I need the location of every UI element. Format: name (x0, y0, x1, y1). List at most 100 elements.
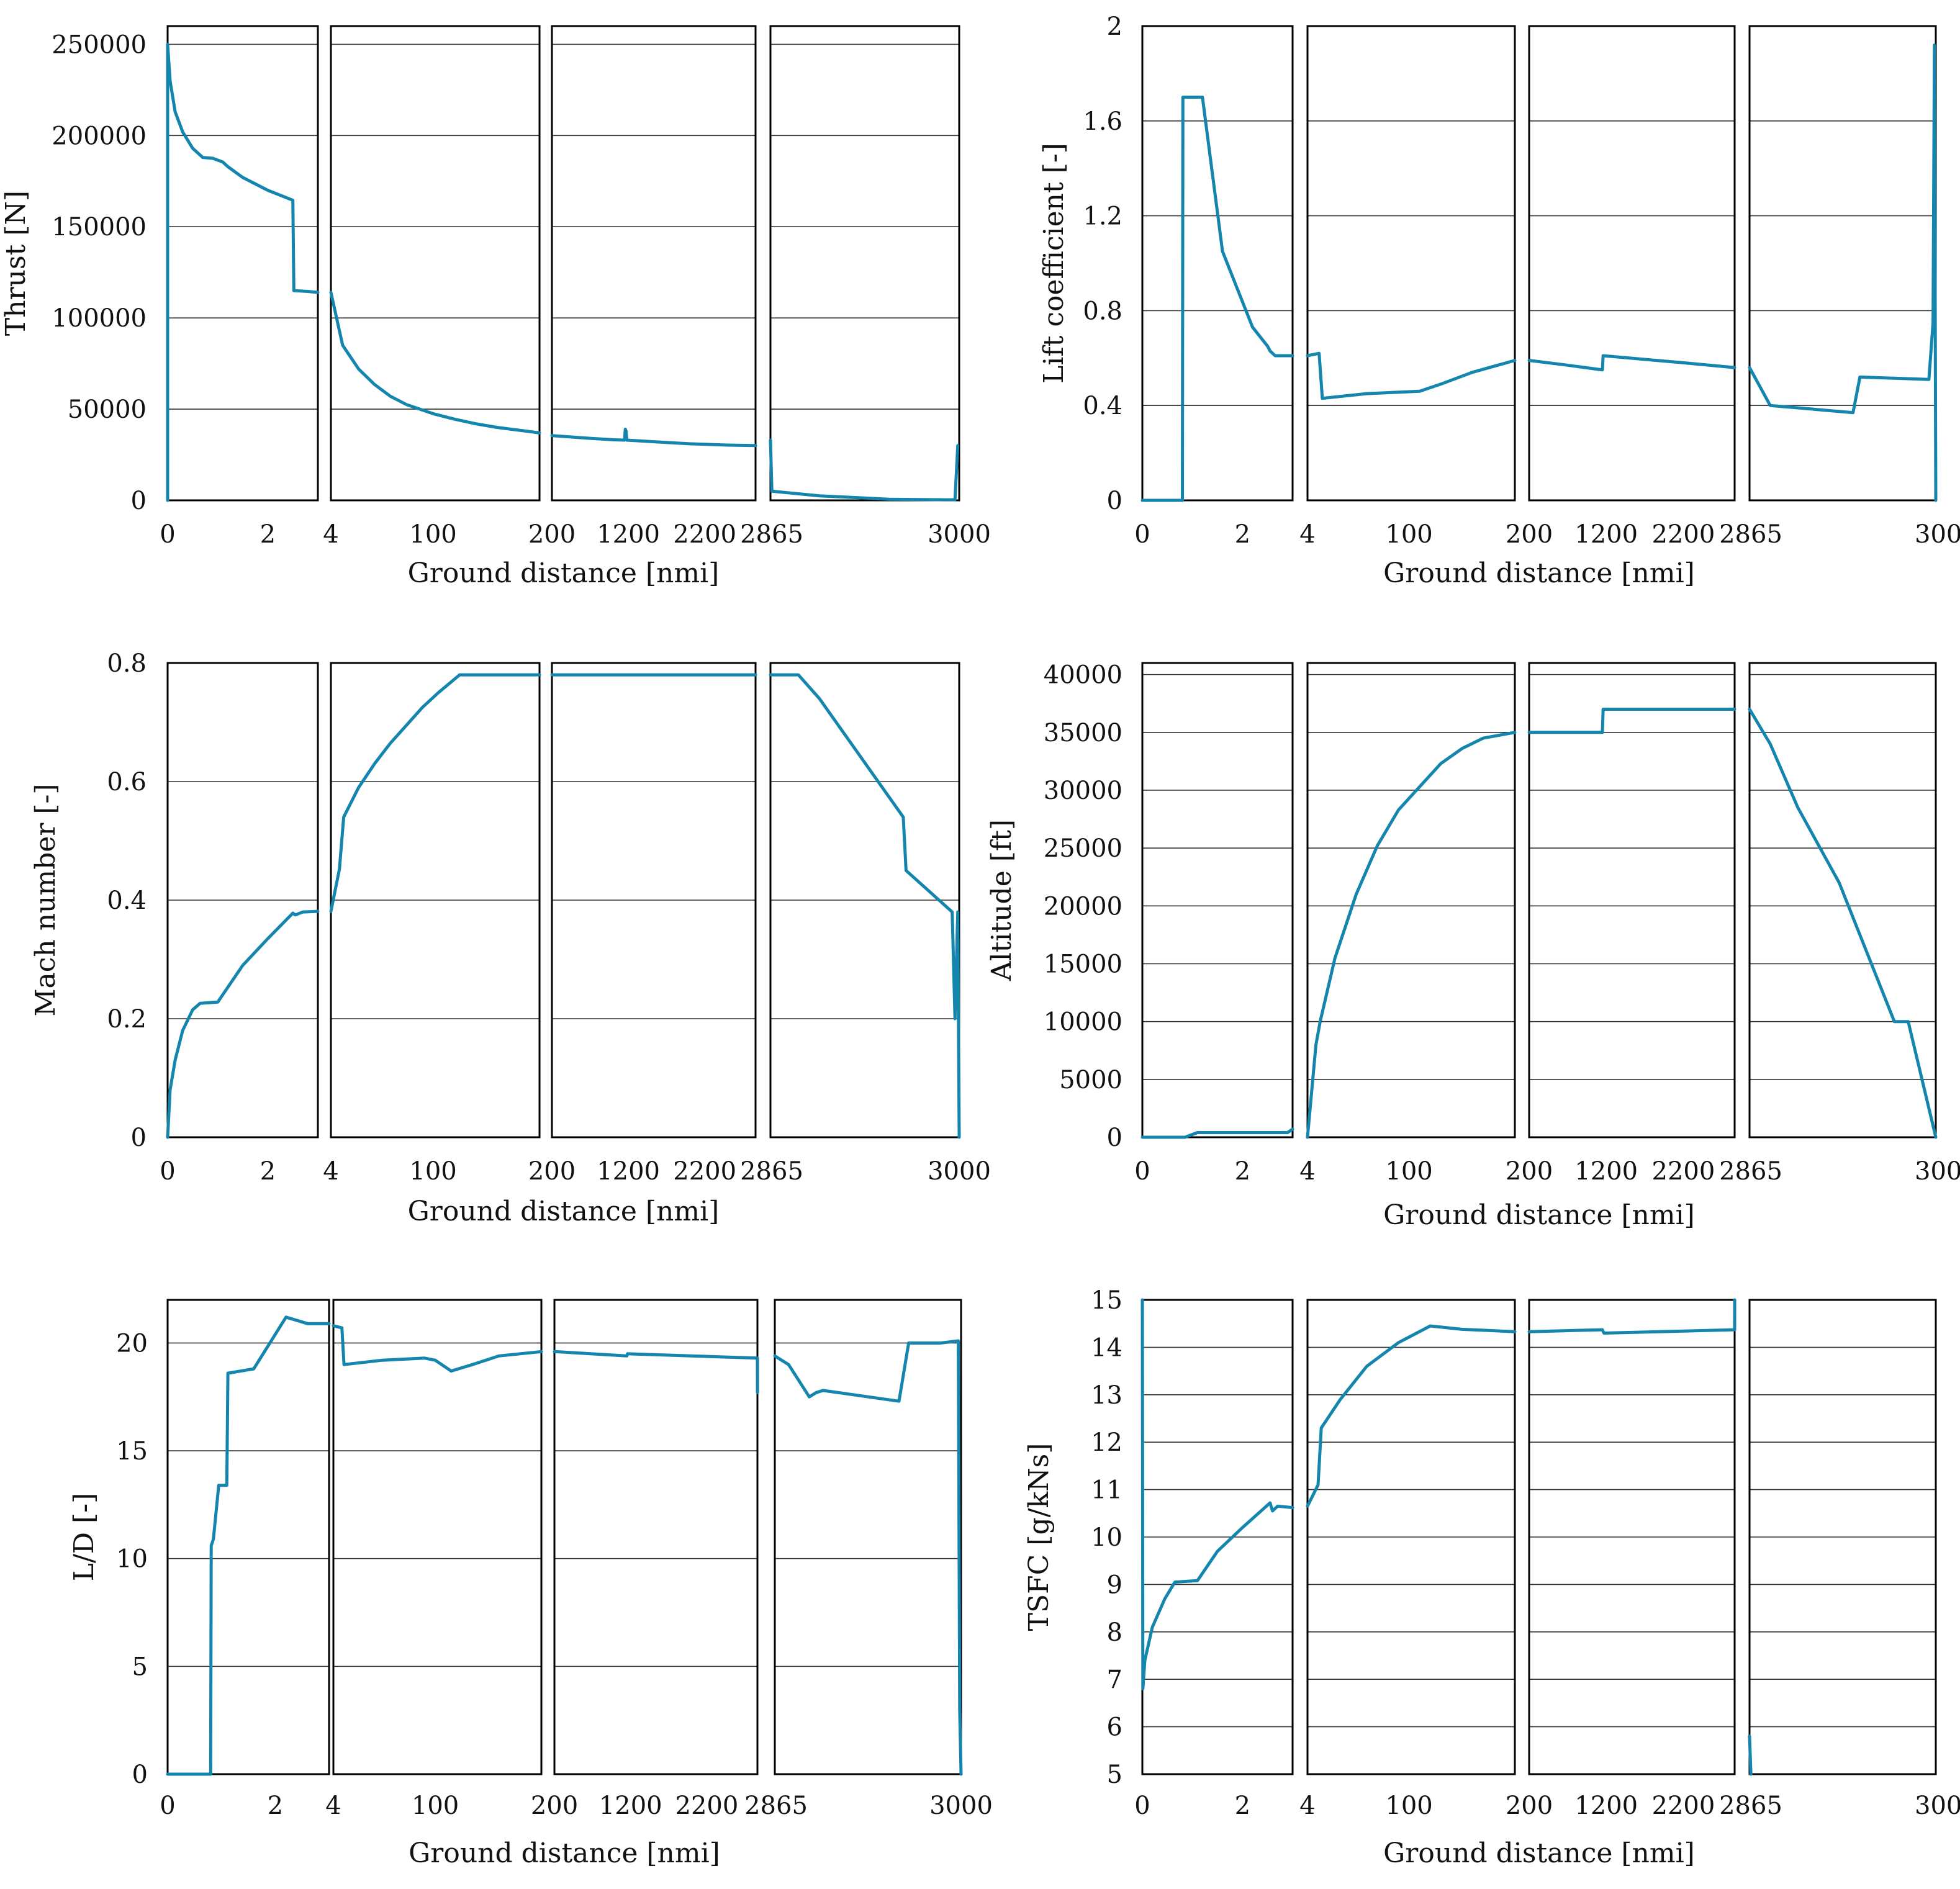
y-tick-label: 50000 (68, 395, 147, 424)
panel-frame (166, 25, 319, 502)
x-tick-label: 200 (1506, 1792, 1553, 1820)
series-line-segment-1 (1306, 731, 1517, 1139)
x-tick-label: 1200 (1574, 520, 1638, 549)
x-tick-label: 2865 (1719, 1792, 1782, 1820)
x-tick-label: 200 (531, 1792, 578, 1820)
panel-frame (332, 1299, 543, 1775)
x-tick-label: 2 (1235, 520, 1250, 549)
y-axis-label: Altitude [ft] (986, 819, 1018, 981)
panel-frame (330, 662, 541, 1138)
x-tick-label: 2 (260, 520, 276, 549)
panel-frame (1528, 662, 1736, 1138)
y-tick-label: 0.8 (107, 649, 147, 678)
series-line-segment-2 (553, 1350, 759, 1394)
y-tick-label: 15 (1091, 1286, 1122, 1315)
y-tick-label: 13 (1091, 1381, 1122, 1410)
series-line-segment-3 (1748, 43, 1938, 502)
x-tick-label: 0 (1134, 520, 1150, 549)
x-tick-label: 200 (1506, 520, 1553, 549)
series-line-segment-0 (1140, 1298, 1294, 1690)
y-tick-label: 5 (1107, 1761, 1122, 1789)
x-tick-label: 2200 (673, 520, 736, 549)
x-tick-label: 2200 (1652, 1157, 1715, 1186)
panel-frame (553, 1299, 759, 1775)
series-line-segment-3 (1748, 708, 1938, 1139)
series-line-segment-1 (1306, 1324, 1517, 1508)
x-tick-label: 1200 (1574, 1157, 1638, 1186)
x-tick-label: 0 (160, 1157, 175, 1186)
x-tick-label: 100 (1385, 520, 1432, 549)
x-tick-label: 2865 (740, 520, 803, 549)
x-tick-label: 100 (1385, 1792, 1432, 1820)
series-line-segment-3 (769, 438, 960, 502)
y-tick-label: 15000 (1044, 950, 1122, 978)
series-line-segment-2 (1527, 708, 1736, 734)
y-axis-label: Mach number [-] (30, 783, 61, 1016)
y-tick-label: 0 (132, 1761, 148, 1789)
y-tick-label: 0 (131, 1124, 147, 1152)
x-tick-label: 2865 (744, 1792, 808, 1820)
y-tick-label: 1.6 (1083, 107, 1122, 136)
series-line-segment-1 (329, 673, 541, 913)
y-tick-label: 6 (1107, 1713, 1122, 1742)
y-tick-label: 1.2 (1083, 202, 1122, 231)
y-tick-label: 9 (1107, 1571, 1122, 1599)
chart-2: 0 0.2 0.4 0.6 0.8 0 2 4 100 200 1200 2200 2865 3000 Gr… (30, 649, 991, 1227)
x-tick-label: 1200 (597, 520, 660, 549)
chart-3: 0 5000 10000 15000 20000 25000 30000 35000 40000… (986, 661, 1960, 1231)
panel-frame (1748, 1299, 1937, 1775)
panel-frame (1748, 662, 1937, 1138)
y-tick-label: 12 (1091, 1428, 1122, 1457)
chart-5: 5 6 7 8 9 10 11 12 13 14 15 0 2 4 100 200 1200 2200 2865 30… (1023, 1286, 1960, 1869)
x-axis-label: Ground distance [nmi] (408, 557, 720, 589)
x-tick-label: 2 (268, 1792, 283, 1820)
x-tick-label: 4 (1299, 520, 1315, 549)
series-line-segment-3 (1748, 1734, 1753, 1776)
x-tick-label: 3000 (929, 1792, 993, 1820)
x-axis-label: Ground distance [nmi] (409, 1837, 720, 1869)
x-tick-label: 0 (1134, 1792, 1150, 1820)
series-line-segment-1 (1306, 351, 1517, 400)
y-tick-label: 0 (1107, 487, 1122, 515)
y-tick-label: 10000 (1044, 1008, 1122, 1037)
x-tick-label: 300 (1915, 520, 1960, 549)
panel-frame (774, 1299, 962, 1775)
panel-frame (1141, 662, 1294, 1138)
series-line-segment-3 (773, 1339, 963, 1776)
panel-frame (1141, 25, 1294, 502)
y-tick-label: 0 (1107, 1124, 1122, 1152)
y-tick-label: 0.8 (1083, 297, 1122, 325)
series-line-segment-2 (1527, 354, 1736, 372)
x-tick-label: 1200 (597, 1157, 660, 1186)
x-axis-label: Ground distance [nmi] (1383, 1837, 1695, 1869)
x-tick-label: 100 (409, 520, 456, 549)
panel-frame (166, 1299, 330, 1775)
series-line-segment-2 (1527, 1298, 1736, 1335)
x-tick-label: 300 (1915, 1792, 1960, 1820)
x-tick-label: 2 (1235, 1792, 1250, 1820)
y-tick-label: 0.6 (107, 768, 147, 796)
y-tick-label: 250000 (52, 30, 147, 59)
x-axis-label: Ground distance [nmi] (1383, 1199, 1695, 1231)
panel-frame (1306, 25, 1516, 502)
panel-frame (1306, 662, 1516, 1138)
x-tick-label: 2200 (1652, 1792, 1715, 1820)
series-line-segment-0 (166, 909, 320, 1139)
panel-frame (551, 25, 757, 502)
x-tick-label: 200 (528, 1157, 576, 1186)
x-axis-label: Ground distance [nmi] (1383, 557, 1695, 589)
x-tick-label: 2200 (1652, 520, 1715, 549)
x-axis-label: Ground distance [nmi] (408, 1196, 720, 1227)
panel-frame (166, 662, 319, 1138)
x-tick-label: 100 (409, 1157, 456, 1186)
y-tick-label: 0.4 (1083, 392, 1122, 420)
y-tick-label: 0 (131, 487, 147, 515)
x-tick-label: 300 (1915, 1157, 1960, 1186)
series-line-segment-0 (1140, 96, 1294, 502)
y-tick-label: 15 (116, 1437, 148, 1466)
x-tick-label: 0 (1134, 1157, 1150, 1186)
series-line-segment-1 (332, 1324, 543, 1373)
y-axis-label: TSFC [g/kNs] (1023, 1443, 1055, 1631)
y-axis-label: L/D [-] (68, 1493, 100, 1582)
y-tick-label: 8 (1107, 1618, 1122, 1647)
